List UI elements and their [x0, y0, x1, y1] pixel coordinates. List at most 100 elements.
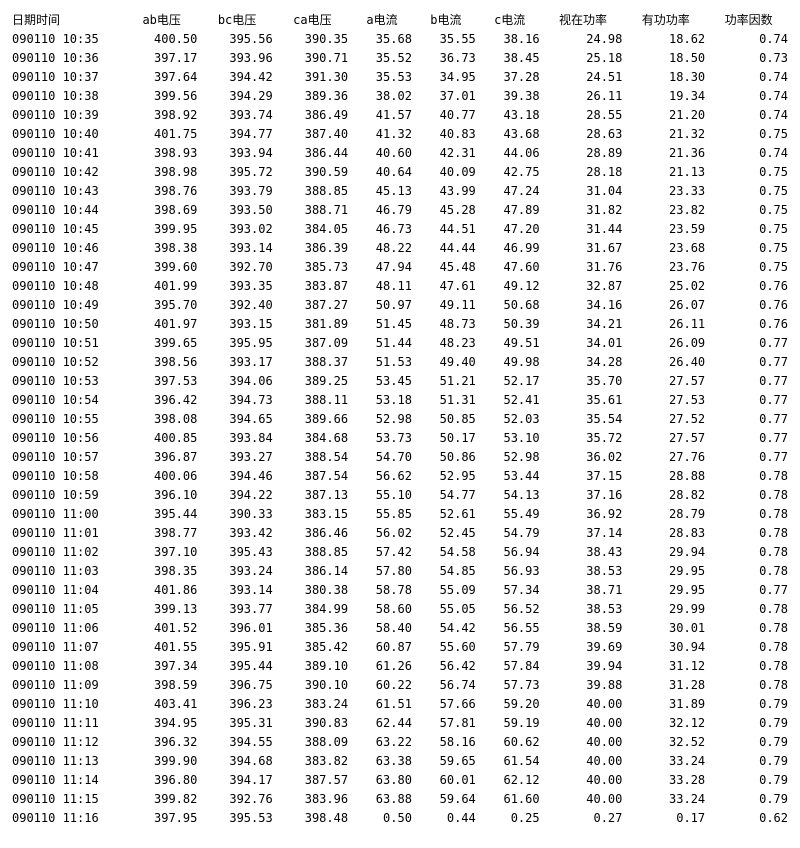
cell: 36.02 — [542, 447, 625, 466]
cell: 57.79 — [478, 637, 542, 656]
cell: 393.42 — [199, 523, 274, 542]
cell: 090110 10:41 — [10, 143, 124, 162]
cell: 32.12 — [624, 713, 707, 732]
cell: 090110 10:59 — [10, 485, 124, 504]
cell: 398.69 — [124, 200, 199, 219]
cell: 380.38 — [275, 580, 350, 599]
cell: 37.01 — [414, 86, 478, 105]
cell: 389.10 — [275, 656, 350, 675]
cell: 398.93 — [124, 143, 199, 162]
table-row: 090110 10:52398.56393.17388.3751.5349.40… — [10, 352, 790, 371]
cell: 35.68 — [350, 29, 414, 48]
cell: 37.16 — [542, 485, 625, 504]
cell: 396.75 — [199, 675, 274, 694]
table-row: 090110 11:10403.41396.23383.2461.5157.66… — [10, 694, 790, 713]
cell: 090110 11:01 — [10, 523, 124, 542]
cell: 090110 10:53 — [10, 371, 124, 390]
cell: 394.22 — [199, 485, 274, 504]
table-row: 090110 11:09398.59396.75390.1060.2256.74… — [10, 675, 790, 694]
cell: 21.20 — [624, 105, 707, 124]
cell: 0.79 — [707, 694, 790, 713]
cell: 51.44 — [350, 333, 414, 352]
cell: 50.39 — [478, 314, 542, 333]
cell: 43.18 — [478, 105, 542, 124]
cell: 50.85 — [414, 409, 478, 428]
cell: 38.43 — [542, 542, 625, 561]
cell: 55.49 — [478, 504, 542, 523]
cell: 388.85 — [275, 181, 350, 200]
cell: 397.53 — [124, 371, 199, 390]
cell: 51.45 — [350, 314, 414, 333]
cell: 383.15 — [275, 504, 350, 523]
cell: 0.78 — [707, 466, 790, 485]
table-row: 090110 11:06401.52396.01385.3658.4054.42… — [10, 618, 790, 637]
cell: 387.09 — [275, 333, 350, 352]
cell: 46.99 — [478, 238, 542, 257]
cell: 55.60 — [414, 637, 478, 656]
cell: 393.94 — [199, 143, 274, 162]
cell: 38.59 — [542, 618, 625, 637]
cell: 398.56 — [124, 352, 199, 371]
table-row: 090110 10:35400.50395.56390.3535.6835.55… — [10, 29, 790, 48]
cell: 37.14 — [542, 523, 625, 542]
table-row: 090110 10:59396.10394.22387.1355.1054.77… — [10, 485, 790, 504]
cell: 0.79 — [707, 751, 790, 770]
cell: 090110 11:09 — [10, 675, 124, 694]
cell: 56.55 — [478, 618, 542, 637]
table-row: 090110 11:08397.34395.44389.1061.2656.42… — [10, 656, 790, 675]
cell: 388.11 — [275, 390, 350, 409]
cell: 0.77 — [707, 409, 790, 428]
cell: 53.73 — [350, 428, 414, 447]
cell: 390.59 — [275, 162, 350, 181]
cell: 45.13 — [350, 181, 414, 200]
cell: 090110 10:43 — [10, 181, 124, 200]
cell: 21.32 — [624, 124, 707, 143]
cell: 388.09 — [275, 732, 350, 751]
table-row: 090110 10:39398.92393.74386.4941.5740.77… — [10, 105, 790, 124]
cell: 54.70 — [350, 447, 414, 466]
cell: 60.87 — [350, 637, 414, 656]
cell: 35.54 — [542, 409, 625, 428]
cell: 395.70 — [124, 295, 199, 314]
cell: 25.02 — [624, 276, 707, 295]
cell: 394.68 — [199, 751, 274, 770]
cell: 23.82 — [624, 200, 707, 219]
table-row: 090110 11:00395.44390.33383.1555.8552.61… — [10, 504, 790, 523]
cell: 31.89 — [624, 694, 707, 713]
cell: 0.25 — [478, 808, 542, 827]
table-row: 090110 10:45399.95393.02384.0546.7344.51… — [10, 219, 790, 238]
col-header-4: a电流 — [350, 10, 414, 29]
cell: 60.62 — [478, 732, 542, 751]
cell: 49.12 — [478, 276, 542, 295]
cell: 54.42 — [414, 618, 478, 637]
cell: 55.09 — [414, 580, 478, 599]
cell: 399.82 — [124, 789, 199, 808]
cell: 090110 11:02 — [10, 542, 124, 561]
cell: 27.57 — [624, 371, 707, 390]
cell: 090110 11:12 — [10, 732, 124, 751]
cell: 57.73 — [478, 675, 542, 694]
cell: 0.75 — [707, 162, 790, 181]
cell: 46.79 — [350, 200, 414, 219]
cell: 40.00 — [542, 713, 625, 732]
cell: 52.45 — [414, 523, 478, 542]
cell: 090110 10:38 — [10, 86, 124, 105]
cell: 386.39 — [275, 238, 350, 257]
cell: 393.74 — [199, 105, 274, 124]
table-row: 090110 10:55398.08394.65389.6652.9850.85… — [10, 409, 790, 428]
cell: 399.60 — [124, 257, 199, 276]
cell: 399.90 — [124, 751, 199, 770]
cell: 090110 11:16 — [10, 808, 124, 827]
cell: 393.35 — [199, 276, 274, 295]
cell: 394.17 — [199, 770, 274, 789]
cell: 55.85 — [350, 504, 414, 523]
cell: 36.73 — [414, 48, 478, 67]
cell: 0.78 — [707, 504, 790, 523]
cell: 0.27 — [542, 808, 625, 827]
cell: 090110 11:08 — [10, 656, 124, 675]
cell: 45.28 — [414, 200, 478, 219]
cell: 394.73 — [199, 390, 274, 409]
cell: 0.75 — [707, 124, 790, 143]
cell: 28.18 — [542, 162, 625, 181]
cell: 090110 11:11 — [10, 713, 124, 732]
